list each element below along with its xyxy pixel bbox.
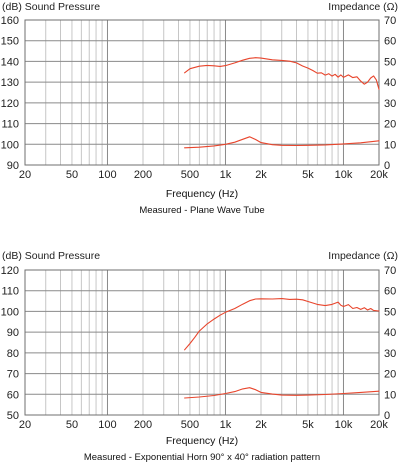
y-right-tick-label: 60	[384, 286, 396, 298]
y-right-tick-label: 50	[384, 56, 396, 68]
y-right-tick-label: 40	[384, 77, 396, 89]
impedance-line	[184, 387, 380, 399]
x-tick-label: 2k	[255, 169, 267, 181]
x-tick-label: 100	[98, 419, 116, 431]
sound-pressure-line	[184, 57, 380, 90]
y-left-tick-label: 100	[1, 306, 19, 318]
y-left-tick-label: 110	[1, 119, 19, 131]
y-left-tick-label: 150	[1, 36, 19, 48]
y-left-tick-label: 60	[7, 389, 19, 401]
grid	[24, 269, 380, 416]
x-tick-label: 1k	[220, 419, 232, 431]
y-left-tick-label: 120	[1, 98, 19, 110]
x-tick-label: 20k	[370, 419, 388, 431]
x-axis-label: Frequency (Hz)	[166, 435, 238, 447]
y-right-tick-label: 20	[384, 369, 396, 381]
y-right-tick-label: 30	[384, 98, 396, 110]
x-axis-label: Frequency (Hz)	[166, 188, 238, 200]
y-left-tick-label: 140	[1, 56, 19, 68]
y-left-tick-label: 130	[1, 77, 19, 89]
x-tick-label: 200	[134, 419, 152, 431]
right-axis-label: Impedance (Ω)	[328, 250, 398, 262]
y-left-tick-label: 110	[1, 286, 19, 298]
y-right-tick-label: 20	[384, 119, 396, 131]
y-left-tick-label: 120	[1, 265, 19, 277]
chart-caption: Measured - Exponential Horn 90° x 40° ra…	[84, 452, 320, 463]
y-right-tick-label: 0	[384, 160, 390, 172]
plot-frame	[24, 269, 380, 416]
impedance-line	[184, 136, 380, 149]
y-left-tick-label: 90	[7, 160, 19, 172]
y-right-tick-label: 70	[384, 265, 396, 277]
right-axis-label: Impedance (Ω)	[328, 1, 398, 13]
x-tick-label: 2k	[255, 419, 267, 431]
chart-2: (dB) Sound Pressure Impedance (Ω) 50 60 70 80…	[1, 250, 398, 463]
x-tick-label: 50	[66, 419, 78, 431]
x-tick-label: 10k	[335, 169, 353, 181]
y-right-tick-label: 70	[384, 15, 396, 27]
x-tick-label: 100	[98, 169, 116, 181]
y-left-tick-label: 90	[7, 327, 19, 339]
plot-frame	[24, 19, 380, 166]
x-tick-label: 20k	[370, 169, 388, 181]
x-tick-label: 500	[181, 419, 199, 431]
x-tick-label: 10k	[335, 419, 353, 431]
y-right-tick-label: 10	[384, 139, 396, 151]
x-tick-label: 5k	[302, 419, 314, 431]
x-tick-label: 50	[66, 169, 78, 181]
grid	[24, 19, 380, 166]
x-tick-label: 1k	[220, 169, 232, 181]
left-axis-label: (dB) Sound Pressure	[2, 1, 100, 13]
y-right-tick-label: 0	[384, 410, 390, 422]
x-tick-label: 500	[181, 169, 199, 181]
x-tick-label: 20	[19, 169, 31, 181]
chart-1: (dB) Sound Pressure Impedance (Ω)90100110…	[1, 1, 398, 216]
x-tick-label: 5k	[302, 169, 314, 181]
left-axis-label: (dB) Sound Pressure	[2, 250, 100, 262]
y-right-tick-label: 60	[384, 36, 396, 48]
y-right-tick-label: 50	[384, 306, 396, 318]
x-tick-label: 20	[19, 419, 31, 431]
chart-caption: Measured - Plane Wave Tube	[139, 205, 264, 216]
y-right-tick-label: 10	[384, 389, 396, 401]
y-left-tick-label: 50	[7, 410, 19, 422]
y-right-tick-label: 40	[384, 327, 396, 339]
y-left-tick-label: 100	[1, 139, 19, 151]
y-left-tick-label: 80	[7, 348, 19, 360]
sound-pressure-line	[184, 298, 380, 351]
y-left-tick-label: 160	[1, 15, 19, 27]
y-right-tick-label: 30	[384, 348, 396, 360]
y-left-tick-label: 70	[7, 369, 19, 381]
x-tick-label: 200	[134, 169, 152, 181]
